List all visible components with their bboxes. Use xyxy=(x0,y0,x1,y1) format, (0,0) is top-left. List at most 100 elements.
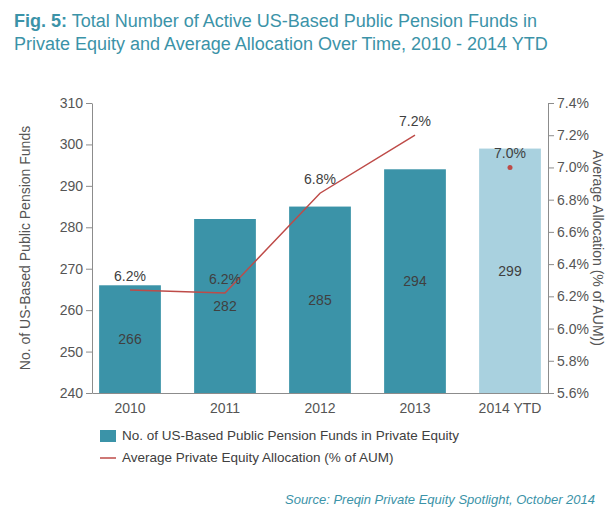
axis-y2ticks: 5.6% 5.8% 6.0% 6.2% 6.4% 6.6% 6.8% 7.0% 7.2% 7.4% xyxy=(548,95,589,401)
tick-mark xyxy=(86,103,92,104)
tick-mark xyxy=(548,361,554,362)
tick: 310 xyxy=(60,95,92,111)
axis-line xyxy=(548,104,549,394)
tick: 5.6% xyxy=(548,385,589,401)
tick-mark xyxy=(548,329,554,330)
tick-label: 2012 xyxy=(304,400,335,416)
tick: 6.0% xyxy=(548,321,589,337)
tick-mark xyxy=(86,144,92,145)
tick-label: 5.8% xyxy=(557,353,589,369)
tick-label: 6.2% xyxy=(557,288,589,304)
tick-mark xyxy=(86,352,92,353)
bar xyxy=(194,219,256,393)
tick-label: 280 xyxy=(60,219,84,235)
tick-mark xyxy=(548,103,554,104)
tick: 2012 xyxy=(304,400,335,416)
tick-label: 2011 xyxy=(210,400,240,416)
legend-item: No. of US-Based Public Pension Funds in … xyxy=(100,428,459,443)
tick: 6.4% xyxy=(548,256,589,272)
data-labels: 2662822852942996.2%6.2%6.8%7.2%7.0% xyxy=(114,113,526,347)
point xyxy=(508,165,513,170)
tick: 2014 YTD xyxy=(479,400,542,416)
data-label: 6.2% xyxy=(114,268,146,284)
tick: 240 xyxy=(60,385,92,401)
legend-swatch xyxy=(100,457,116,459)
legend-label: Average Private Equity Allocation (% of … xyxy=(122,450,393,465)
tick-label: 6.4% xyxy=(557,256,589,272)
tick-mark xyxy=(86,227,92,228)
tick-mark xyxy=(548,232,554,233)
y2-axis-title: Average Allocation (% of AUM)) xyxy=(590,150,606,346)
tick-label: 270 xyxy=(60,261,84,277)
title: Fig. 5: Total Number of Active US-Based … xyxy=(14,11,537,31)
axis-line xyxy=(92,104,93,394)
tick-label: 7.0% xyxy=(557,159,589,175)
title: Private Equity and Average Allocation Ov… xyxy=(14,34,548,54)
axis-x: 2010 2011 2012 2013 2014 YTD xyxy=(93,394,549,416)
chart-container: Fig. 5: Total Number of Active US-Based … xyxy=(0,0,610,514)
tick: 6.2% xyxy=(548,288,589,304)
plot-area xyxy=(99,135,541,393)
data-label: 294 xyxy=(403,273,427,289)
line xyxy=(130,135,415,293)
legend: No. of US-Based Public Pension Funds in … xyxy=(100,428,459,465)
tick: 7.2% xyxy=(548,127,589,143)
tick: 280 xyxy=(60,219,92,235)
title-group: Fig. 5: Total Number of Active US-Based … xyxy=(14,11,548,54)
tick-label: 6.6% xyxy=(557,224,589,240)
tick-label: 310 xyxy=(60,95,84,111)
tick-mark xyxy=(86,310,92,311)
tick: 7.4% xyxy=(548,95,589,111)
data-label: 266 xyxy=(118,331,142,347)
axis-yticks: 240 250 260 270 280 290 300 310 xyxy=(60,95,93,401)
tick-label: 6.0% xyxy=(557,321,589,337)
bar xyxy=(289,207,351,393)
tick: 290 xyxy=(60,178,92,194)
tick-label: 2013 xyxy=(399,400,430,416)
tick-label: 5.6% xyxy=(557,385,589,401)
tick: 7.0% xyxy=(548,159,589,175)
tick: 5.8% xyxy=(548,353,589,369)
tick: 250 xyxy=(60,344,92,360)
tick-label: 7.4% xyxy=(557,95,589,111)
tick-label: 300 xyxy=(60,136,84,152)
bar xyxy=(479,149,541,393)
tick-label: 250 xyxy=(60,344,84,360)
tick: 2013 xyxy=(399,400,430,416)
source: Source: Preqin Private Equity Spotlight,… xyxy=(285,492,595,507)
tick-label: 2010 xyxy=(114,400,145,416)
data-label: 6.2% xyxy=(209,271,241,287)
tick-mark xyxy=(548,135,554,136)
tick: 6.8% xyxy=(548,192,589,208)
tick: 2011 xyxy=(210,400,240,416)
tick-label: 260 xyxy=(60,302,84,318)
data-label: 285 xyxy=(308,292,332,308)
tick: 270 xyxy=(60,261,92,277)
tick-mark xyxy=(86,186,92,187)
tick-label: 7.2% xyxy=(557,127,589,143)
tick: 2010 xyxy=(114,400,145,416)
tick-label: 240 xyxy=(60,385,84,401)
legend-label: No. of US-Based Public Pension Funds in … xyxy=(122,428,459,443)
data-label: 282 xyxy=(213,298,237,314)
tick-mark xyxy=(86,269,92,270)
tick-mark xyxy=(548,264,554,265)
tick-mark xyxy=(548,296,554,297)
legend-swatch xyxy=(100,430,116,442)
tick-label: 2014 YTD xyxy=(479,400,542,416)
tick-label: 6.8% xyxy=(557,192,589,208)
tick-mark xyxy=(86,393,92,394)
tick-mark xyxy=(548,167,554,168)
tick: 300 xyxy=(60,136,92,152)
chart-svg: Fig. 5: Total Number of Active US-Based … xyxy=(0,0,610,514)
axis-line xyxy=(93,393,549,394)
tick: 6.6% xyxy=(548,224,589,240)
tick-mark xyxy=(548,393,554,394)
tick-mark xyxy=(548,200,554,201)
data-label: 299 xyxy=(498,263,522,279)
tick: 260 xyxy=(60,302,92,318)
legend-item: Average Private Equity Allocation (% of … xyxy=(100,450,393,465)
bar xyxy=(99,285,161,393)
data-label: 6.8% xyxy=(304,171,336,187)
bar xyxy=(384,169,446,393)
